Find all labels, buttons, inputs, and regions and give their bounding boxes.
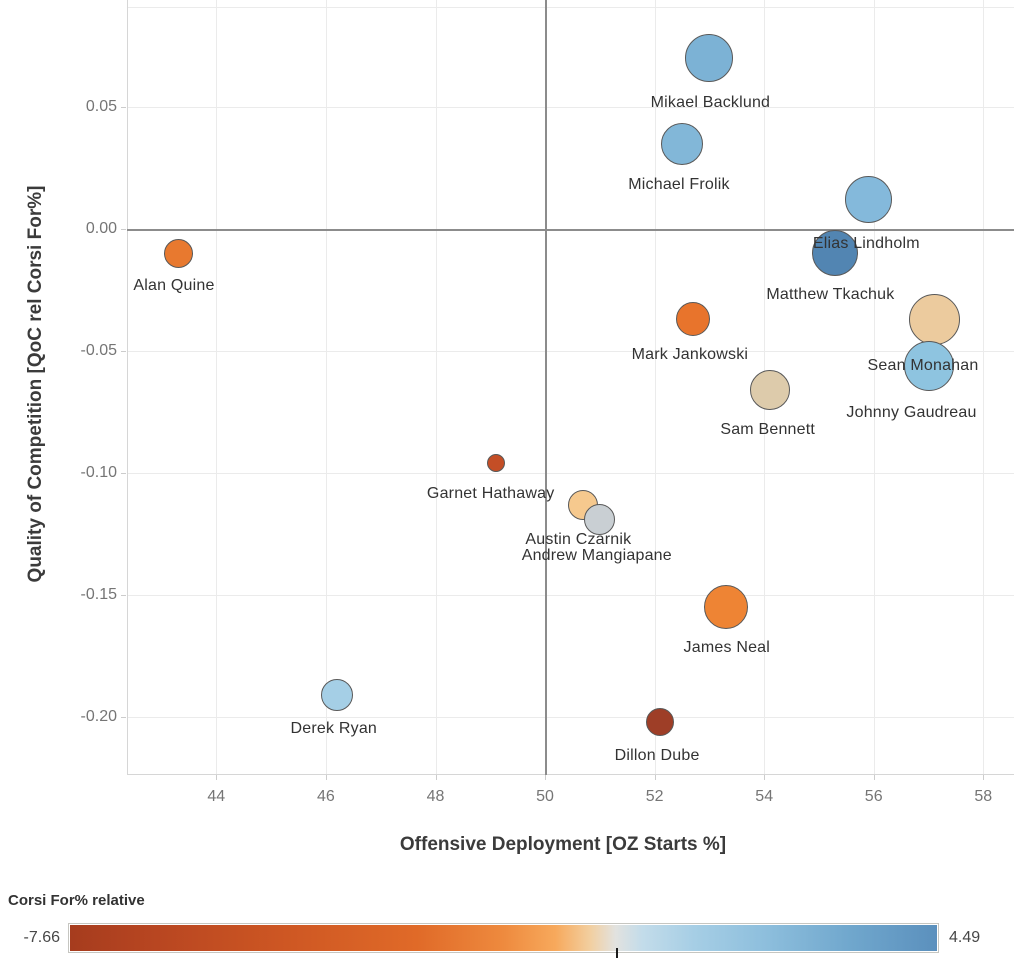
x-tick-label-48: 48 [426, 788, 445, 805]
y-tick-label--0.1: -0.10 [80, 464, 117, 481]
y-tick-label--0.2: -0.20 [80, 707, 117, 725]
x-tick-label-54: 54 [755, 788, 774, 805]
player-label-austin-czarnik: Austin Czarnik [525, 530, 632, 548]
y-tick-mark-0 [121, 229, 126, 230]
color-legend-min-label: -7.66 [23, 929, 60, 946]
gridline-y--0.15 [127, 595, 1014, 596]
x-tick-mark-56 [873, 775, 875, 780]
player-label-michael-frolik: Michael Frolik [628, 175, 730, 193]
player-bubble-james-neal[interactable] [703, 585, 748, 630]
x-tick-label-46: 46 [316, 788, 335, 805]
x-tick-mark-44 [216, 775, 218, 780]
player-label-alan-quine: Alan Quine [133, 277, 215, 295]
gridline-x-56 [873, 0, 875, 775]
player-label-dillon-dube: Dillon Dube [614, 746, 700, 764]
player-bubble-derek-ryan[interactable] [320, 679, 353, 711]
player-bubble-alan-quine[interactable] [163, 238, 193, 268]
gridline-y--0.1 [127, 473, 1014, 474]
player-bubble-mark-jankowski[interactable] [675, 302, 710, 337]
y-tick-mark-0.05 [121, 107, 126, 108]
player-label-mark-jankowski: Mark Jankowski [631, 346, 749, 364]
player-bubble-michael-frolik[interactable] [661, 122, 703, 165]
player-bubble-mikael-backlund[interactable] [685, 34, 734, 83]
plot-left-border [127, 0, 128, 775]
gridline-x-52 [654, 0, 656, 775]
y-tick-mark--0.1 [121, 473, 126, 474]
x-tick-mark-54 [764, 775, 766, 780]
x-tick-label-56: 56 [864, 788, 883, 805]
x-tick-label-50: 50 [536, 788, 554, 805]
player-bubble-matthew-tkachuk[interactable] [812, 230, 859, 277]
y-tick-label-0: 0.00 [85, 220, 117, 237]
player-label-mikael-backlund: Mikael Backlund [650, 94, 771, 112]
gridline-x-58 [983, 0, 985, 775]
x-tick-label-58: 58 [974, 788, 993, 805]
player-bubble-elias-lindholm[interactable] [844, 176, 892, 224]
y-tick-mark--0.2 [121, 716, 126, 718]
player-bubble-dillon-dube[interactable] [646, 707, 675, 736]
player-bubble-sean-monahan[interactable] [908, 293, 960, 345]
x-tick-mark-52 [654, 775, 656, 780]
player-label-derek-ryan: Derek Ryan [290, 720, 378, 737]
plot-bottom-border [127, 774, 1014, 775]
player-label-sam-bennett: Sam Bennett [720, 421, 816, 438]
player-label-matthew-tkachuk: Matthew Tkachuk [766, 286, 895, 304]
player-label-james-neal: James Neal [683, 639, 771, 657]
color-legend-max-label: 4.49 [949, 929, 981, 946]
gridline-x-44 [216, 0, 218, 775]
x-tick-label-44: 44 [207, 788, 226, 805]
y-tick-label--0.15: -0.15 [80, 586, 117, 603]
x-axis-title: Offensive Deployment [OZ Starts %] [399, 834, 727, 855]
gridline-y--0.05 [127, 351, 1014, 352]
player-label-johnny-gaudreau: Johnny Gaudreau [846, 403, 977, 421]
gridline-x-46 [325, 0, 327, 775]
color-legend: Corsi For% relative -7.66 4.49 [0, 888, 1024, 967]
player-label-elias-lindholm: Elias Lindholm [812, 234, 920, 252]
player-bubble-johnny-gaudreau[interactable] [903, 340, 954, 391]
y-tick-label--0.05: -0.05 [80, 342, 117, 359]
y-tick-mark--0.05 [121, 351, 126, 352]
plot-area: Mikael Backlund Michael Frolik Elias Lindh… [127, 0, 1014, 775]
player-label-sean-monahan: Sean Monahan [867, 357, 979, 375]
x-tick-mark-48 [435, 775, 437, 780]
zero-reference-line [127, 229, 1014, 231]
color-legend-title: Corsi For% relative [8, 892, 145, 909]
player-label-garnet-hathaway: Garnet Hathaway [426, 485, 555, 503]
gridline-y--0.2 [127, 716, 1014, 718]
y-axis-title: Quality of Competition [QoC rel Corsi Fo… [25, 185, 46, 583]
color-legend-gradient-bar [68, 923, 939, 953]
x-tick-mark-50 [545, 775, 546, 780]
x-tick-mark-58 [983, 775, 985, 780]
player-bubble-andrew-mangiapane[interactable] [584, 503, 616, 535]
x-tick-label-52: 52 [645, 788, 664, 805]
x50-reference-line [545, 0, 547, 775]
plot-top-border [127, 7, 1014, 8]
gridline-x-48 [435, 0, 437, 775]
y-tick-mark--0.15 [121, 595, 126, 596]
gridline-y-0.05 [127, 107, 1014, 108]
x-tick-mark-46 [325, 775, 327, 780]
player-label-andrew-mangiapane: Andrew Mangiapane [521, 547, 672, 565]
y-tick-label-0.05: 0.05 [85, 98, 117, 115]
player-bubble-garnet-hathaway[interactable] [486, 454, 505, 473]
player-bubble-sam-bennett[interactable] [749, 370, 790, 410]
color-legend-gradient-fill [70, 925, 937, 951]
color-legend-zero-tick [616, 948, 618, 958]
